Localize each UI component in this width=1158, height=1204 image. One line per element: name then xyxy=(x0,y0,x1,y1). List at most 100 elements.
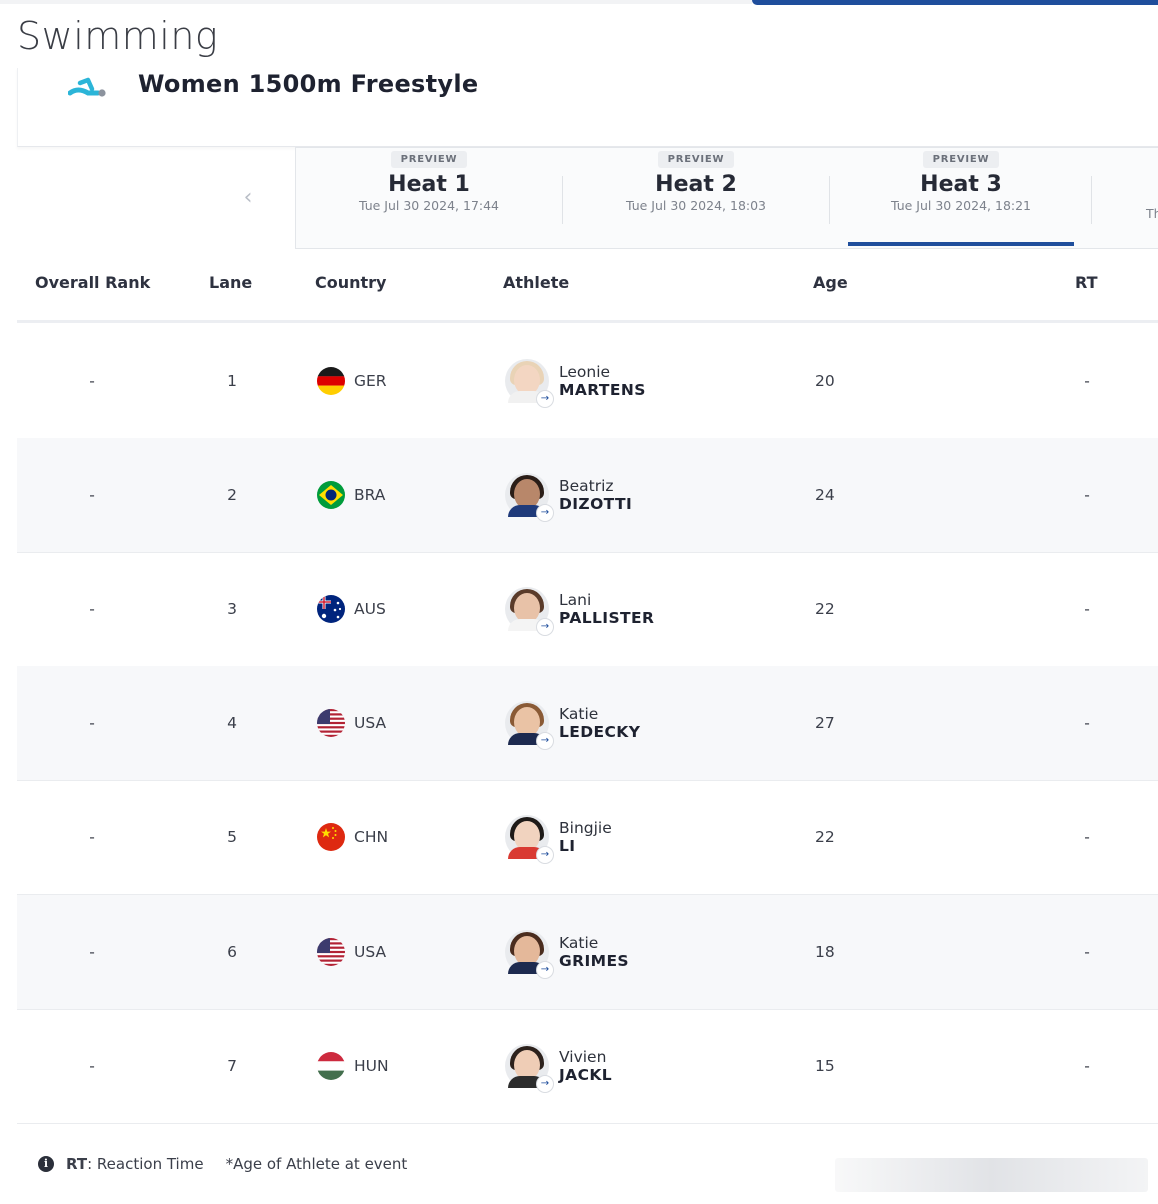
athlete-last-name: JACKL xyxy=(559,1066,613,1084)
table-header: Overall Rank Lane Country Athlete Age RT xyxy=(17,250,1158,320)
table-row[interactable]: - 1 GER → Leonie MARTENS 20 - xyxy=(17,324,1158,439)
col-overall-rank: Overall Rank xyxy=(35,273,151,292)
overall-rank: - xyxy=(89,714,95,732)
country-cell: CHN xyxy=(317,780,477,894)
china-flag-icon xyxy=(317,823,345,851)
heat-divider xyxy=(829,176,830,224)
table-row[interactable]: - 6 USA → Katie GRIMES 18 - xyxy=(17,895,1158,1010)
athlete-avatar[interactable]: → xyxy=(505,1044,553,1092)
reaction-time: - xyxy=(1084,486,1090,504)
age: 20 xyxy=(815,372,835,390)
lane: 1 xyxy=(227,372,237,390)
athlete-avatar[interactable]: → xyxy=(505,701,553,749)
col-rt: RT xyxy=(1075,273,1098,292)
col-lane: Lane xyxy=(209,273,253,292)
top-accent-bar xyxy=(752,0,1158,5)
table-row[interactable]: - 5 CHN → Bingjie LI 22 - xyxy=(17,780,1158,895)
country-cell: BRA xyxy=(317,438,477,552)
athlete-cell[interactable]: → Bingjie LI xyxy=(505,780,805,894)
arrow-right-icon: → xyxy=(537,1076,553,1092)
overall-rank: - xyxy=(89,1057,95,1075)
athlete-avatar[interactable]: → xyxy=(505,587,553,635)
athlete-last-name: DIZOTTI xyxy=(559,495,633,513)
country-code: USA xyxy=(354,943,387,961)
age: 22 xyxy=(815,828,835,846)
heat-date: Tue Jul 30 2024, 18:21 xyxy=(890,198,1032,213)
usa-flag-icon xyxy=(317,709,345,737)
preview-badge: PREVIEW xyxy=(922,151,1000,168)
athlete-cell[interactable]: → Vivien JACKL xyxy=(505,1009,805,1123)
hungary-flag-icon xyxy=(317,1052,345,1080)
active-heat-indicator xyxy=(848,242,1074,246)
event-title: Women 1500m Freestyle xyxy=(138,70,479,98)
heat-divider xyxy=(562,176,563,224)
tab-heat-2[interactable]: PREVIEW Heat 2 Tue Jul 30 2024, 18:03 xyxy=(563,147,829,247)
lane: 4 xyxy=(227,714,237,732)
reaction-time: - xyxy=(1084,828,1090,846)
athlete-last-name: LEDECKY xyxy=(559,723,641,741)
brazil-flag-icon xyxy=(317,481,345,509)
heats-prev-chevron-icon[interactable]: ‹ xyxy=(243,185,253,210)
age-footnote: *Age of Athlete at event xyxy=(225,1155,408,1173)
country-code: HUN xyxy=(354,1057,389,1075)
country-cell: HUN xyxy=(317,1009,477,1123)
tab-heat-1[interactable]: PREVIEW Heat 1 Tue Jul 30 2024, 17:44 xyxy=(296,147,562,247)
age: 22 xyxy=(815,600,835,618)
country-cell: AUS xyxy=(317,552,477,666)
athlete-avatar[interactable]: → xyxy=(505,473,553,521)
country-code: CHN xyxy=(354,828,389,846)
rt-legend: : Reaction Time xyxy=(87,1155,204,1173)
col-athlete: Athlete xyxy=(503,273,570,292)
reaction-time: - xyxy=(1084,714,1090,732)
athlete-cell[interactable]: → Beatriz DIZOTTI xyxy=(505,438,805,552)
athlete-last-name: GRIMES xyxy=(559,952,630,970)
table-row[interactable]: - 2 BRA → Beatriz DIZOTTI 24 - xyxy=(17,438,1158,553)
sport-title: Swimming xyxy=(17,14,219,58)
table-row[interactable]: - 3 AUS → Lani PALLISTER 22 - xyxy=(17,552,1158,667)
preview-badge: PREVIEW xyxy=(657,151,735,168)
arrow-right-icon: → xyxy=(537,847,553,863)
info-icon: i xyxy=(38,1156,54,1172)
athlete-cell[interactable]: → Lani PALLISTER xyxy=(505,552,805,666)
tab-heat-3[interactable]: PREVIEW Heat 3 Tue Jul 30 2024, 18:21 xyxy=(830,147,1092,247)
athlete-cell[interactable]: → Katie GRIMES xyxy=(505,895,805,1009)
overall-rank: - xyxy=(89,372,95,390)
age: 24 xyxy=(815,486,835,504)
athlete-first-name: Beatriz xyxy=(559,477,614,495)
overall-rank: - xyxy=(89,943,95,961)
lane: 7 xyxy=(227,1057,237,1075)
athlete-first-name: Vivien xyxy=(559,1048,607,1066)
athlete-avatar[interactable]: → xyxy=(505,359,553,407)
australia-flag-icon xyxy=(317,595,345,623)
heat-name: Heat 3 xyxy=(920,172,1002,197)
lane: 3 xyxy=(227,600,237,618)
table-row[interactable]: - 4 USA → Katie LEDECKY 27 - xyxy=(17,666,1158,781)
athlete-last-name: LI xyxy=(559,837,576,855)
heat-divider xyxy=(1091,176,1092,224)
athlete-first-name: Lani xyxy=(559,591,592,609)
athlete-first-name: Bingjie xyxy=(559,819,612,837)
athlete-avatar[interactable]: → xyxy=(505,815,553,863)
age: 18 xyxy=(815,943,835,961)
country-code: GER xyxy=(354,372,387,390)
arrow-right-icon: → xyxy=(537,733,553,749)
lane: 2 xyxy=(227,486,237,504)
heat-date: Tue Jul 30 2024, 17:44 xyxy=(358,198,500,213)
athlete-avatar[interactable]: → xyxy=(505,930,553,978)
lane: 5 xyxy=(227,828,237,846)
tab-heat-next-partial[interactable]: Th xyxy=(1146,206,1158,221)
reaction-time: - xyxy=(1084,372,1090,390)
heat-name: Heat 2 xyxy=(655,172,737,197)
athlete-last-name: PALLISTER xyxy=(559,609,655,627)
athlete-first-name: Katie xyxy=(559,705,599,723)
country-code: BRA xyxy=(354,486,386,504)
reaction-time: - xyxy=(1084,600,1090,618)
lane: 6 xyxy=(227,943,237,961)
age: 15 xyxy=(815,1057,835,1075)
table-row[interactable]: - 7 HUN → Vivien JACKL 15 - xyxy=(17,1009,1158,1124)
country-cell: USA xyxy=(317,895,477,1009)
rt-abbreviation: RT xyxy=(66,1155,88,1173)
athlete-cell[interactable]: → Katie LEDECKY xyxy=(505,666,805,780)
athlete-cell[interactable]: → Leonie MARTENS xyxy=(505,324,805,438)
overall-rank: - xyxy=(89,828,95,846)
